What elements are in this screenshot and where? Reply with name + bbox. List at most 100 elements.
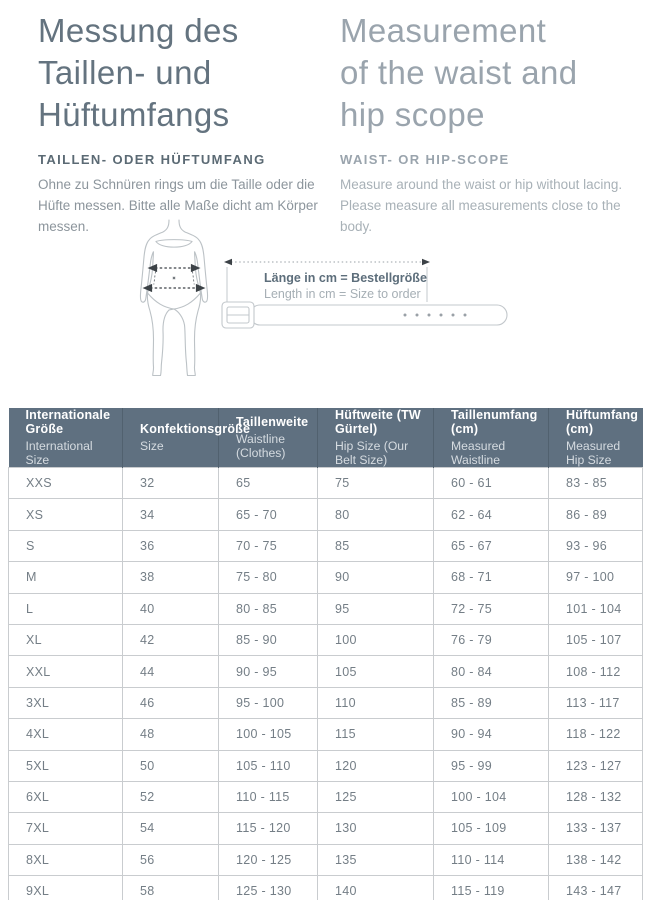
table-cell: M [8,561,123,594]
table-cell: 120 - 125 [218,843,318,877]
table-cell: 115 [317,718,434,751]
header-label-en: Measured Waistline [451,439,506,467]
table-row: 9XL 58 125 - 130 140 115 - 119 143 - 147 [8,875,643,900]
header-label-en: International Size [25,439,93,467]
table-row: 4XL 48 100 - 105 115 90 - 94 118 - 122 [8,718,643,751]
table-cell: 113 - 117 [548,686,643,720]
size-table-body: XXS 32 65 75 60 - 61 83 - 85 XS 34 65 - 70 80 62 -… [8,466,643,900]
hip-arrow-icon [142,283,206,293]
header-cell-3: Hüftweite (TW Gürtel) Hip Size (Our Belt … [317,408,434,468]
table-cell: 95 [317,592,434,625]
table-cell: 105 - 109 [433,812,549,845]
table-cell: 7XL [8,812,123,845]
table-cell: 42 [122,623,219,657]
table-cell: 46 [122,686,219,720]
table-cell: 40 [122,592,219,625]
table-cell: 5XL [8,749,123,782]
instructions-en: Measure around the waist or hip without … [340,177,623,234]
table-cell: 100 - 104 [433,780,549,814]
table-cell: 65 - 70 [218,498,318,531]
table-row: M 38 75 - 80 90 68 - 71 97 - 100 [8,561,643,594]
table-cell: 133 - 137 [548,812,643,845]
table-row: 5XL 50 105 - 110 120 95 - 99 123 - 127 [8,749,643,782]
table-cell: 105 [317,655,434,688]
table-cell: 120 [317,749,434,782]
size-table-header: Internationale Größe International Size Ko… [8,408,643,468]
table-cell: 90 [317,561,434,594]
table-cell: 95 - 100 [218,686,318,720]
table-cell: 60 - 61 [433,466,549,500]
table-cell: 115 - 119 [433,875,549,900]
header-cell-2: Taillenweite Waistline (Clothes) [218,408,318,468]
table-cell: 118 - 122 [548,718,643,751]
table-cell: 9XL [8,875,123,900]
belt-length-label: Länge in cm = Bestellgröße Length in cm … [264,271,427,301]
table-cell: 110 - 114 [433,843,549,877]
table-row: L 40 80 - 85 95 72 - 75 101 - 104 [8,592,643,625]
intro-de-column: Messung des Taillen- und Hüftumfangs TAI… [38,10,323,237]
table-cell: 65 [218,466,318,500]
header-label-de: Internationale Größe [25,408,111,436]
table-cell: 95 - 99 [433,749,549,782]
header-label-de: Hüftumfang (cm) [566,408,639,436]
table-cell: XS [8,498,123,531]
table-cell: 80 [317,498,434,531]
table-cell: 90 - 95 [218,655,318,688]
table-row: 6XL 52 110 - 115 125 100 - 104 128 - 132 [8,780,643,814]
table-cell: 4XL [8,718,123,751]
table-cell: 75 [317,466,434,500]
table-row: XL 42 85 - 90 100 76 - 79 105 - 107 [8,623,643,657]
table-cell: 86 - 89 [548,498,643,531]
belt-with-buckle-and-holes-icon [221,258,508,329]
table-cell: 52 [122,780,219,814]
table-cell: 50 [122,749,219,782]
section-subtitle-de: TAILLEN- ODER HÜFTUMFANG [38,152,266,167]
table-cell: 138 - 142 [548,843,643,877]
length-measure-dotted-arrow-icon [224,258,430,302]
table-cell: 34 [122,498,219,531]
table-cell: 123 - 127 [548,749,643,782]
header-label-en: Measured Hip Size [566,439,621,467]
instructions-de: Ohne zu Schnüren rings um die Taille ode… [38,177,318,234]
table-cell: L [8,592,123,625]
table-cell: 100 [317,623,434,657]
waist-arrow-icon [147,263,201,273]
table-row: XXS 32 65 75 60 - 61 83 - 85 [8,466,643,500]
table-cell: 80 - 85 [218,592,318,625]
table-cell: 70 - 75 [218,529,318,563]
table-cell: 56 [122,843,219,877]
table-row: 8XL 56 120 - 125 135 110 - 114 138 - 142 [8,843,643,877]
table-cell: 44 [122,655,219,688]
section-subtitle-en: WAIST- OR HIP-SCOPE [340,152,510,167]
table-cell: 125 - 130 [218,875,318,900]
table-cell: 75 - 80 [218,561,318,594]
table-cell: 85 - 89 [433,686,549,720]
table-cell: 105 - 107 [548,623,643,657]
table-cell: 32 [122,466,219,500]
table-cell: S [8,529,123,563]
table-row: 3XL 46 95 - 100 110 85 - 89 113 - 117 [8,686,643,720]
table-cell: 83 - 85 [548,466,643,500]
table-cell: 36 [122,529,219,563]
table-cell: 135 [317,843,434,877]
header-label-de: Taillenumfang (cm) [451,408,538,436]
table-cell: 93 - 96 [548,529,643,563]
table-cell: 101 - 104 [548,592,643,625]
table-cell: 140 [317,875,434,900]
belt-length-label-en: Length in cm = Size to order [264,287,421,301]
header-label-de: Hüftweite (TW Gürtel) [335,408,421,436]
table-cell: 72 - 75 [433,592,549,625]
table-row: XXL 44 90 - 95 105 80 - 84 108 - 112 [8,655,643,688]
table-cell: XL [8,623,123,657]
table-cell: 90 - 94 [433,718,549,751]
measurement-diagram: Länge in cm = Bestellgröße Length in cm … [0,208,649,400]
table-cell: 108 - 112 [548,655,643,688]
table-cell: 58 [122,875,219,900]
header-label-de: Taillenweite [236,415,309,429]
size-table: Internationale Größe International Size Ko… [8,408,643,900]
table-cell: 100 - 105 [218,718,318,751]
page-title-en: Measurement of the waist and hip scope [340,12,578,133]
table-header-row: Internationale Größe International Size Ko… [8,408,643,468]
table-cell: XXS [8,466,123,500]
table-cell: 48 [122,718,219,751]
